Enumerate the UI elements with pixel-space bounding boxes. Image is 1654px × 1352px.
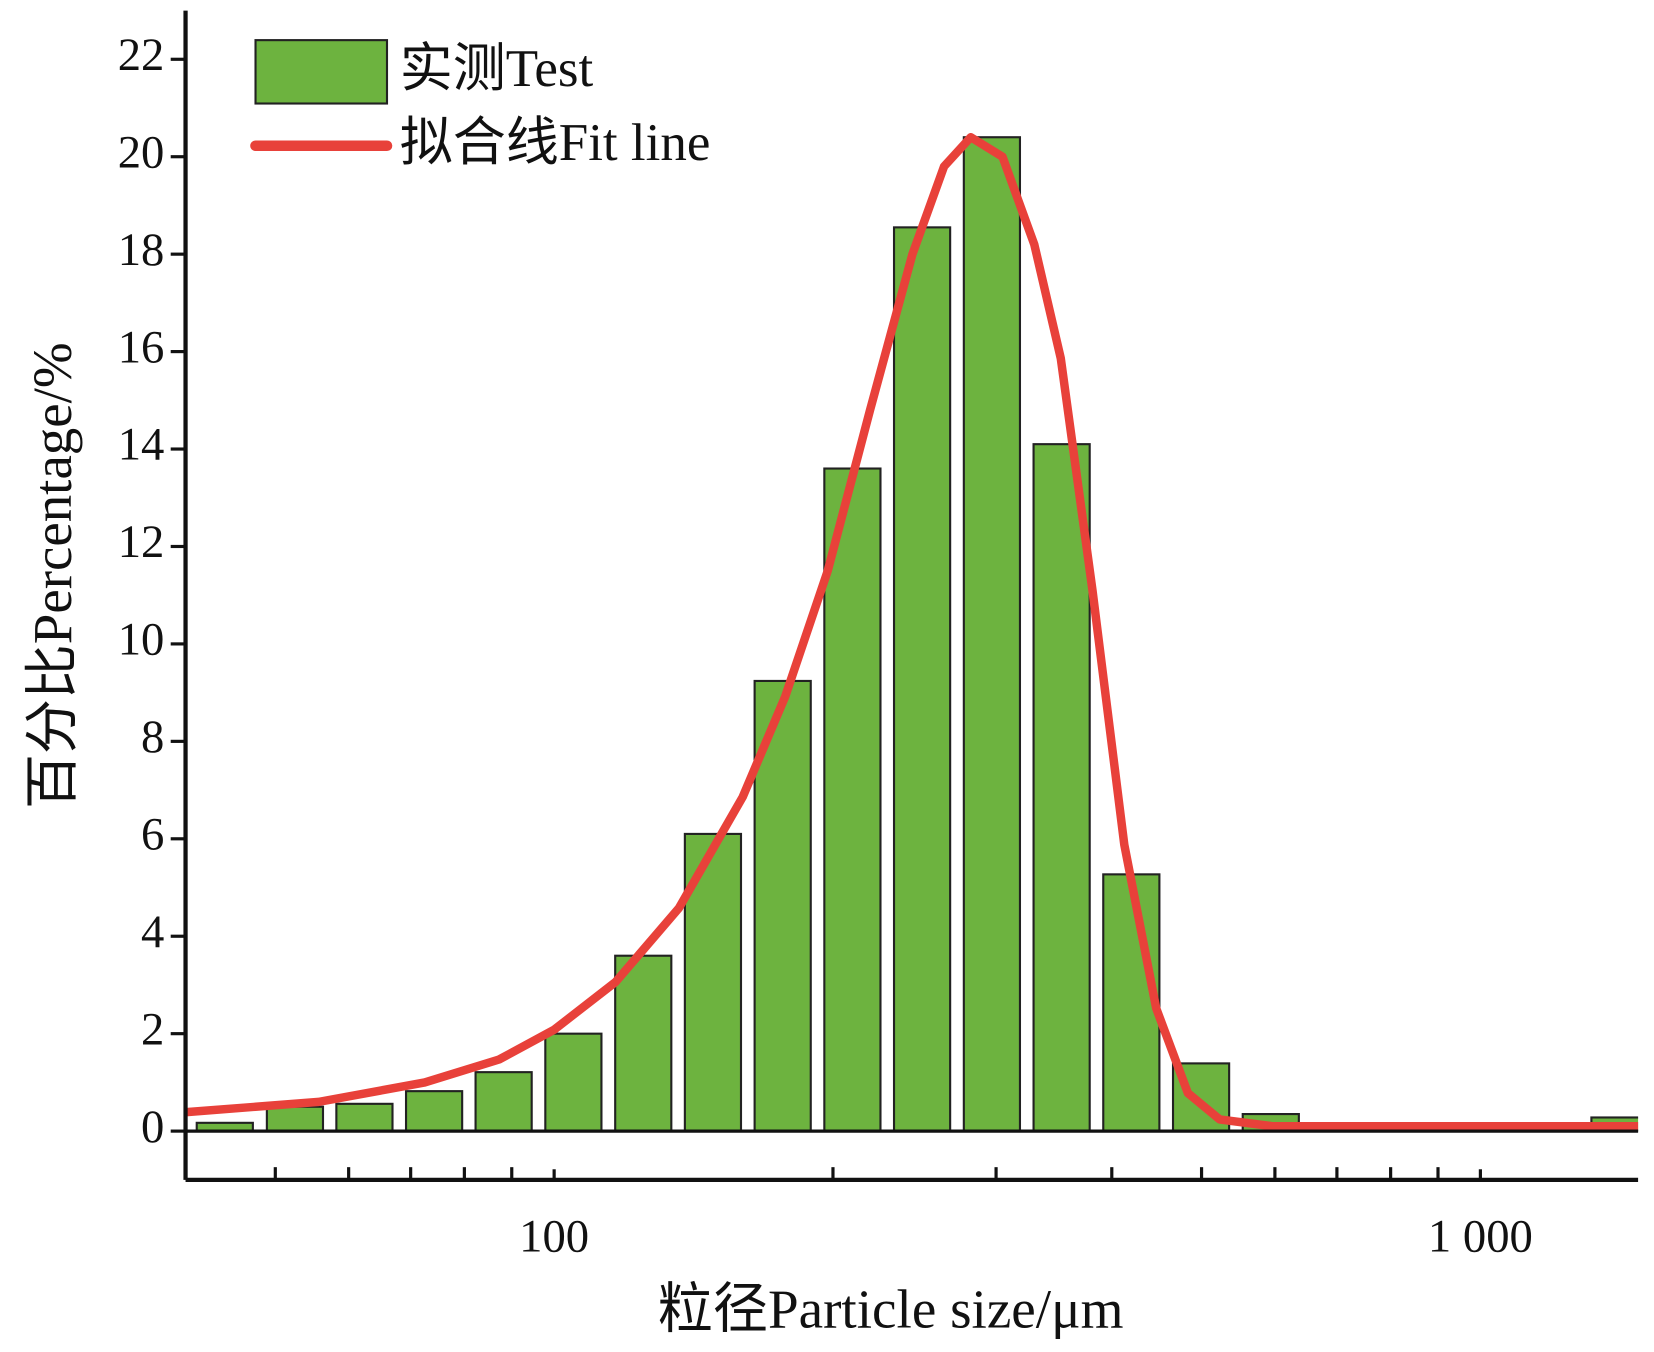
y-tick-label: 22: [118, 30, 165, 81]
y-tick-label: 2: [141, 1004, 164, 1055]
y-tick-label: 18: [118, 225, 165, 276]
legend-swatch: [254, 39, 389, 105]
y-tick-label: 0: [141, 1102, 164, 1153]
bar: [823, 467, 882, 1133]
x-tick-label: 100: [519, 1212, 589, 1263]
bar: [1032, 443, 1091, 1133]
bar: [892, 226, 952, 1133]
y-axis-label: 百分比Percentage/%: [22, 342, 83, 809]
y-tick-label: 14: [118, 420, 165, 471]
y-tick-label: 4: [141, 907, 164, 958]
x-tick-label: 1 000: [1428, 1212, 1533, 1263]
bar: [614, 954, 673, 1133]
lines-layer: [185, 132, 1639, 1131]
y-tick-label: 16: [118, 322, 165, 373]
y-tick-label: 8: [141, 712, 164, 763]
y-tick-label: 20: [118, 127, 165, 178]
axes-layer: 0 2 4 6 8 10 12 14 16 18 20 22 100 1 000: [118, 10, 1639, 1263]
bar: [962, 136, 1022, 1133]
legend-label: 实测Test: [400, 40, 594, 98]
bar: [474, 1071, 533, 1133]
bar: [335, 1102, 394, 1133]
y-tick-label: 12: [118, 517, 165, 568]
y-tick-label: 10: [118, 615, 165, 666]
bars-layer: [195, 136, 1639, 1133]
bar: [265, 1105, 325, 1133]
legend-label: 拟合线Fit line: [400, 114, 711, 172]
bar: [404, 1090, 464, 1133]
fit-line: [185, 132, 1639, 1131]
y-tick-label: 6: [141, 810, 164, 861]
bar: [544, 1032, 603, 1133]
x-axis-label: 粒径Particle size/μm: [658, 1279, 1124, 1340]
